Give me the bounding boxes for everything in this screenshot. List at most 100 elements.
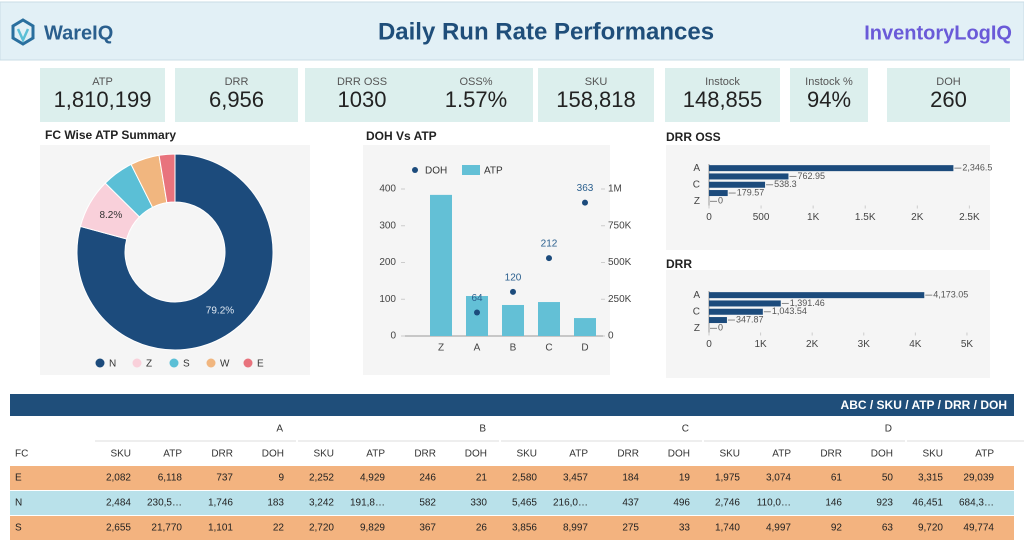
column-header: DOH bbox=[871, 449, 893, 460]
row-header: FC bbox=[15, 449, 28, 460]
kpi-value: 1,810,199 bbox=[54, 87, 152, 112]
column-header: DRR bbox=[617, 449, 639, 460]
table-cell: 230,5… bbox=[147, 498, 182, 509]
x-tick-label: Z bbox=[438, 343, 444, 354]
kpi-value: 260 bbox=[930, 87, 967, 112]
table-cell: 191,8… bbox=[350, 498, 385, 509]
page-title: Daily Run Rate Performances bbox=[378, 18, 714, 45]
point-label: 363 bbox=[577, 183, 594, 194]
kpi-card bbox=[40, 68, 165, 122]
column-header: ATP bbox=[772, 449, 791, 460]
legend-label: DOH bbox=[425, 166, 447, 177]
table-cell: 3,242 bbox=[309, 498, 334, 509]
legend-swatch bbox=[169, 358, 179, 368]
column-header: DOH bbox=[262, 449, 284, 460]
table-cell: 21,770 bbox=[151, 523, 182, 534]
column-header: ATP bbox=[163, 449, 182, 460]
table-cell: 1,746 bbox=[208, 498, 233, 509]
bar bbox=[466, 296, 488, 336]
y-tick-label: 400 bbox=[379, 184, 396, 195]
table-cell: 4,929 bbox=[360, 473, 385, 484]
table-cell: 22 bbox=[273, 523, 285, 534]
row-label: S bbox=[15, 523, 22, 534]
table-cell: 50 bbox=[882, 473, 894, 484]
legend-swatch bbox=[95, 358, 105, 368]
chart-panel bbox=[666, 270, 990, 378]
y2-tick-label: 500K bbox=[608, 257, 632, 268]
bar-label: 347.87 bbox=[736, 314, 764, 324]
table-cell: 1,975 bbox=[715, 473, 740, 484]
y-tick-label: 200 bbox=[379, 257, 396, 268]
legend-label: W bbox=[220, 359, 230, 370]
table-cell: 9 bbox=[278, 473, 284, 484]
pie-slice bbox=[158, 153, 176, 204]
chart-panel bbox=[666, 145, 990, 250]
bar bbox=[709, 173, 789, 180]
table-cell: 246 bbox=[419, 473, 436, 484]
kpi-card bbox=[790, 68, 868, 122]
kpi-value: 158,818 bbox=[556, 87, 636, 112]
column-header: ATP bbox=[975, 449, 994, 460]
kpi-card bbox=[305, 68, 533, 122]
bar bbox=[709, 300, 781, 307]
kpi-label: OSS% bbox=[459, 76, 492, 88]
bar bbox=[538, 302, 560, 336]
table-cell: 146 bbox=[825, 498, 842, 509]
y-tick-label: C bbox=[693, 179, 700, 190]
table-cell: 9,829 bbox=[360, 523, 385, 534]
group-header: A bbox=[276, 424, 283, 435]
table-cell: 3,457 bbox=[563, 473, 588, 484]
kpi-label: Instock bbox=[705, 76, 740, 88]
table-cell: 737 bbox=[216, 473, 233, 484]
kpi-card bbox=[538, 68, 654, 122]
bar bbox=[709, 308, 763, 315]
y-tick-label: 300 bbox=[379, 220, 396, 231]
bar bbox=[709, 292, 925, 299]
table-cell: 2,484 bbox=[106, 498, 131, 509]
table-cell: 923 bbox=[876, 498, 893, 509]
legend-swatch bbox=[243, 358, 253, 368]
table-cell: 184 bbox=[622, 473, 639, 484]
kpi-value: 148,855 bbox=[683, 87, 763, 112]
bar-label: 2,346.5 bbox=[962, 163, 992, 173]
table-cell: 183 bbox=[267, 498, 284, 509]
table-cell: 26 bbox=[476, 523, 488, 534]
kpi-label: Instock % bbox=[805, 76, 853, 88]
y-tick-label: 0 bbox=[390, 331, 396, 342]
y2-tick-label: 1M bbox=[608, 184, 622, 195]
group-header: D bbox=[885, 424, 892, 435]
kpi-value: 94% bbox=[807, 87, 851, 112]
bar-label: 0 bbox=[718, 323, 723, 333]
x-tick-label: 0 bbox=[706, 339, 712, 350]
logo-icon-mark bbox=[16, 28, 30, 44]
kpi-label: DRR bbox=[225, 76, 249, 88]
header-bar bbox=[0, 1, 1024, 61]
y2-tick-label: 750K bbox=[608, 220, 632, 231]
x-tick-label: C bbox=[545, 343, 552, 354]
legend-swatch bbox=[206, 358, 216, 368]
x-tick-label: 2K bbox=[911, 212, 924, 223]
x-tick-label: 5K bbox=[961, 339, 974, 350]
y-tick-label: Z bbox=[694, 196, 700, 207]
kpi-value: 1.57% bbox=[445, 87, 507, 112]
legend-swatch bbox=[132, 358, 142, 368]
table-cell: 5,465 bbox=[512, 498, 537, 509]
bar bbox=[709, 165, 954, 172]
legend-label: Z bbox=[146, 359, 152, 370]
kpi-label: ATP bbox=[92, 76, 113, 88]
x-tick-label: 3K bbox=[858, 339, 871, 350]
table-cell: 216,0… bbox=[553, 498, 588, 509]
kpi-card bbox=[887, 68, 1010, 122]
bar bbox=[574, 318, 596, 336]
bar bbox=[709, 317, 727, 324]
column-header: DOH bbox=[465, 449, 487, 460]
table-cell: 2,252 bbox=[309, 473, 334, 484]
y-tick-label: 100 bbox=[379, 294, 396, 305]
legend-label: S bbox=[183, 359, 190, 370]
table-cell: 6,118 bbox=[158, 473, 183, 484]
y2-tick-label: 0 bbox=[608, 331, 614, 342]
kpi-value: 6,956 bbox=[209, 87, 264, 112]
kpi-card bbox=[665, 68, 780, 122]
y-tick-label: A bbox=[693, 290, 700, 301]
